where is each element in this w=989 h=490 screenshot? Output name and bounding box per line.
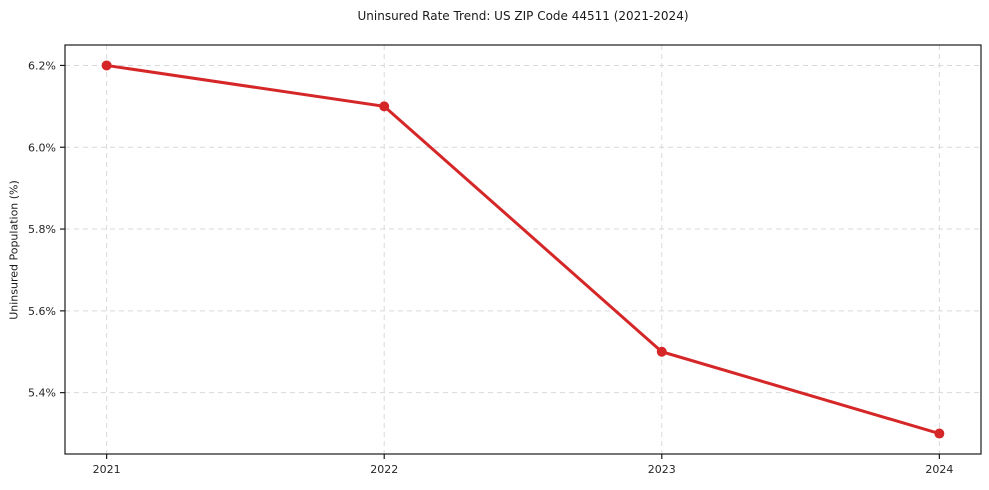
y-tick-label: 5.4% [28,387,56,400]
data-point [101,60,112,71]
x-tick-label: 2024 [925,463,953,476]
y-tick-label: 6.2% [28,59,56,72]
data-point [379,101,390,112]
y-tick-label: 5.6% [28,305,56,318]
trend-line [105,63,941,436]
plot-border [64,44,982,455]
x-tick-label: 2022 [370,463,398,476]
y-axis-label: Uninsured Population (%) [7,180,21,320]
data-point [934,428,945,439]
y-tick-label: 6.0% [28,141,56,154]
x-tick-label: 2021 [93,463,121,476]
y-tick-label: 5.8% [28,223,56,236]
data-point [656,346,667,357]
x-tick-label: 2023 [648,463,676,476]
chart-title: Uninsured Rate Trend: US ZIP Code 44511 … [357,9,689,23]
